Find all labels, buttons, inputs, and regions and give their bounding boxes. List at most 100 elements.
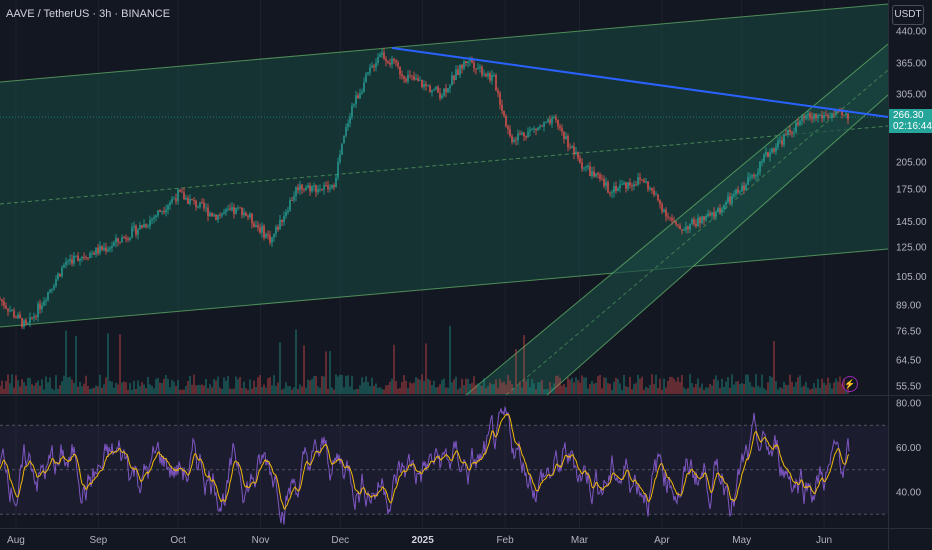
candle-body [735,189,737,195]
volume-bar [105,377,107,394]
candle-body [473,62,475,69]
candle-body [323,185,325,190]
candle-body [653,190,655,195]
volume-bar [319,387,321,394]
lightning-icon[interactable]: ⚡ [842,376,858,392]
volume-bar [271,385,273,394]
volume-bar [87,385,89,394]
volume-bar [819,388,821,394]
volume-bar [57,388,59,394]
candle-body [301,184,303,190]
volume-bar [461,378,463,394]
candle-body [287,210,289,213]
candle-body [175,198,177,202]
candle-body [821,115,823,119]
volume-bar [89,389,91,394]
volume-bar [579,382,581,394]
volume-bar [399,387,401,394]
candle-body [167,205,169,210]
candle-body [233,207,235,214]
candle-body [739,191,741,193]
volume-bar [217,376,219,394]
candle-body [543,122,545,127]
volume-bar [741,383,743,394]
volume-bar [291,389,293,394]
candle-body [679,225,681,230]
volume-bar [815,387,817,394]
volume-bar [539,381,541,394]
volume-bar [241,388,243,394]
volume-bar [667,380,669,394]
volume-bar [641,376,643,394]
candle-body [711,212,713,216]
candle-body [105,247,107,252]
candle-body [587,166,589,168]
volume-bar [267,378,269,394]
price-tick: 89.00 [896,301,921,312]
candle-body [817,115,819,118]
volume-bar [141,382,143,394]
volume-bar [301,386,303,394]
volume-bar [129,383,131,394]
candle-body [391,58,393,65]
volume-bar [739,384,741,394]
volume-bar [507,375,509,394]
volume-bar [69,376,71,394]
volume-bar [409,382,411,394]
candle-body [537,127,539,130]
volume-bar [381,388,383,394]
candle-body [731,195,733,203]
candle-body [579,158,581,163]
volume-bar [679,381,681,394]
volume-bar [681,374,683,394]
volume-bar [393,344,395,394]
rsi-pane [0,406,888,525]
candle-body [819,115,821,117]
volume-bar [201,384,203,394]
candle-body [65,261,67,265]
volume-bar [305,387,307,394]
volume-bar [219,387,221,394]
candle-body [797,122,799,125]
candle-body [755,174,757,177]
candle-body [835,110,837,115]
candle-body [567,135,569,148]
volume-bar [121,382,123,394]
candle-body [33,316,35,319]
resistance-trendline [391,47,889,118]
candle-body [437,86,439,93]
candle-body [815,114,817,118]
volume-bar [245,388,247,394]
candle-body [673,220,675,222]
candle-body [349,116,351,124]
candle-body [415,78,417,80]
volume-bar [147,376,149,394]
candle-body [255,225,257,227]
volume-bar [801,386,803,394]
candle-body [623,182,625,185]
volume-bar [383,389,385,394]
candle-body [507,126,509,130]
volume-bar [657,387,659,394]
volume-bar [489,382,491,394]
channel-bottom [0,248,889,328]
candle-body [717,208,719,212]
volume-bar [723,386,725,394]
volume-bar [387,384,389,394]
candle-body [127,238,129,240]
candle-body [427,85,429,87]
volume-bar [541,379,543,394]
volume-bar [51,388,53,394]
currency-button[interactable]: USDT [892,5,924,25]
candle-body [219,214,221,216]
candle-body [493,75,495,76]
candle-body [39,303,41,310]
volume-bar [209,384,211,394]
candle-body [593,171,595,177]
volume-bar [93,387,95,394]
volume-bar [703,389,705,394]
candle-body [399,66,401,75]
candle-body [597,173,599,175]
candle-body [5,305,7,309]
